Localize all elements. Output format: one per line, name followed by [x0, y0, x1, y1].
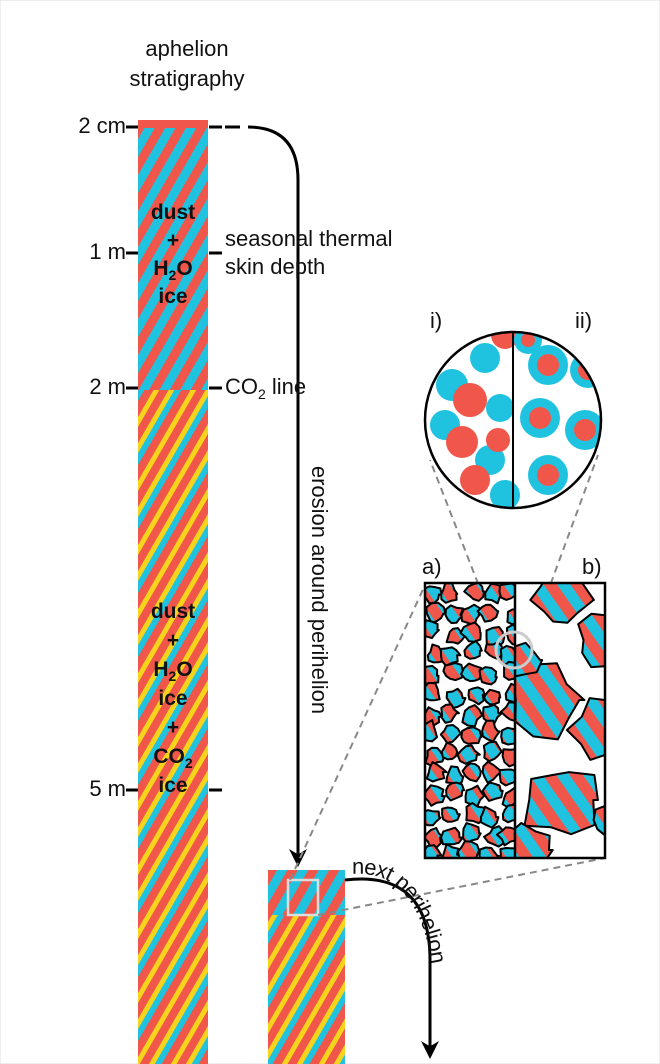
layer-label: dust	[151, 600, 195, 623]
eroded-upper	[268, 870, 345, 915]
layer-label: dust	[151, 201, 195, 224]
depth-label: 2 m	[89, 374, 126, 399]
title: aphelion	[145, 36, 228, 61]
erosion-label: erosion around perihelion	[307, 466, 332, 714]
layer-label-part: H	[153, 658, 168, 681]
layer-label-part: ice	[158, 687, 187, 710]
layer-label: ice	[158, 687, 187, 710]
layer-label-part: +	[167, 629, 179, 652]
co2-line-label-part: line	[266, 374, 306, 399]
upper-layer	[138, 120, 208, 390]
layer-label: +	[167, 629, 179, 652]
grain	[525, 772, 598, 834]
layer-label-part: dust	[151, 600, 195, 623]
layer-label-part: +	[167, 229, 179, 252]
diagram: aphelion stratigraphy erosion around per…	[0, 0, 660, 1064]
grain	[461, 727, 481, 744]
layer-label-part: H	[153, 257, 168, 280]
skin-depth-label: seasonal thermal	[225, 226, 393, 251]
co2-line-label-part: CO	[225, 374, 258, 399]
layer-label: +	[167, 716, 179, 739]
eroded-lower	[268, 915, 345, 1064]
layer-label-part: +	[167, 716, 179, 739]
grain	[484, 690, 500, 705]
layer-label-part: ice	[158, 774, 187, 797]
layer-label: +	[167, 229, 179, 252]
layer-label: ice	[158, 285, 187, 308]
layer-label-part: ice	[158, 285, 187, 308]
skin-depth-label: skin depth	[225, 254, 325, 279]
layer-label-part: 2	[169, 267, 177, 283]
top-band	[138, 120, 208, 128]
layer-label: ice	[158, 774, 187, 797]
panel-label: i)	[430, 308, 442, 333]
layer-label-part: 2	[169, 668, 177, 684]
layer-label-part: O	[176, 257, 192, 280]
layer-label-part: 2	[185, 755, 193, 771]
depth-label: 2 cm	[78, 113, 126, 138]
depth-label: 1 m	[89, 239, 126, 264]
co2-line-label: CO2 line	[225, 374, 306, 402]
co2-line-label-part: 2	[258, 386, 266, 402]
grain	[480, 667, 497, 684]
layer-label-part: CO	[153, 745, 185, 768]
panel-label: ii)	[575, 308, 592, 333]
depth-label: 5 m	[89, 776, 126, 801]
title: stratigraphy	[130, 66, 245, 91]
panel-label: a)	[422, 554, 442, 579]
layer-label-part: O	[176, 658, 192, 681]
panel-label: b)	[582, 554, 602, 579]
layer-label-part: dust	[151, 201, 195, 224]
